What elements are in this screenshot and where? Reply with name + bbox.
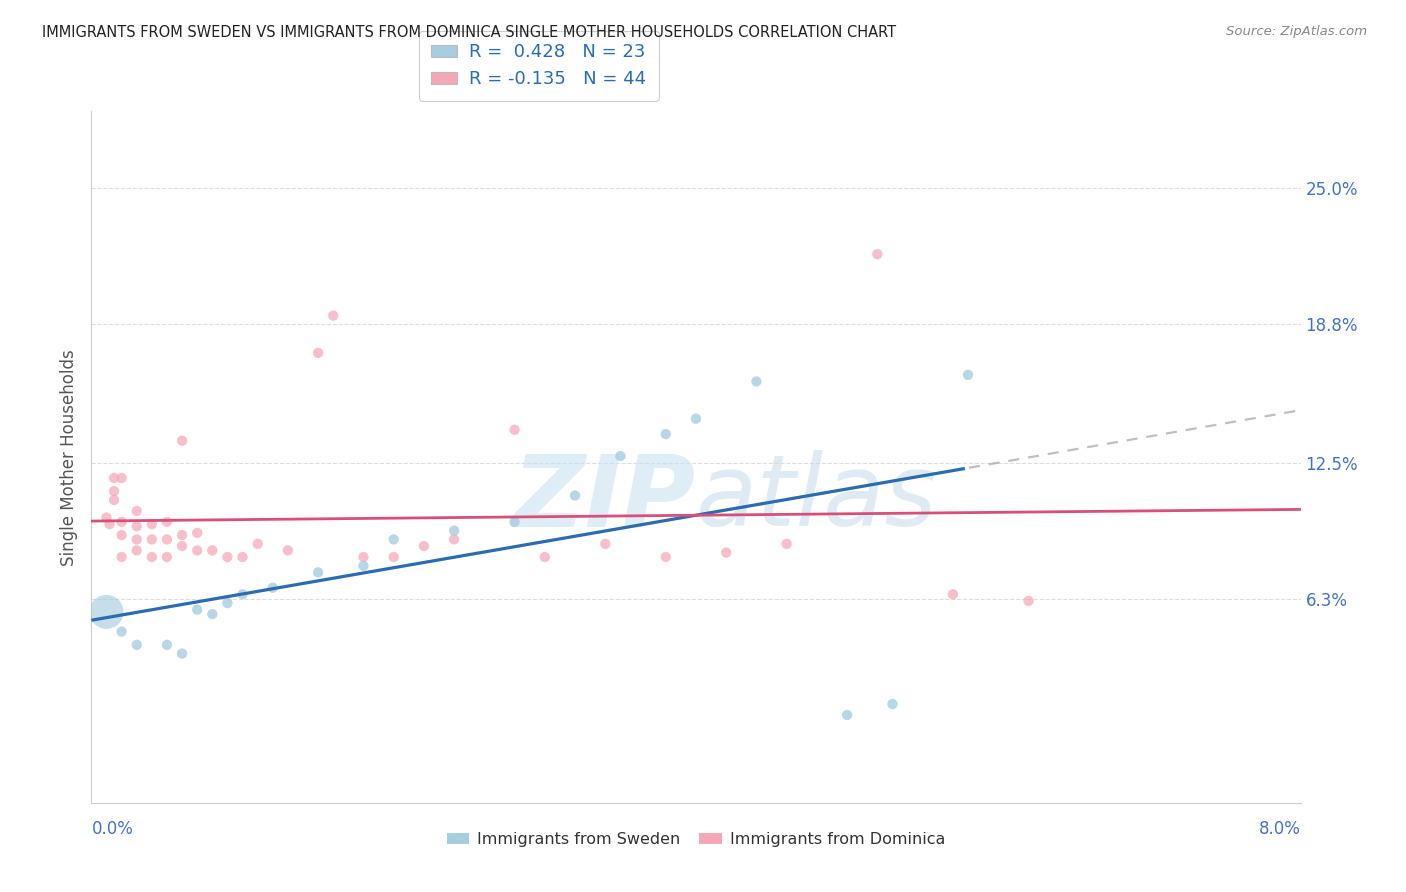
Point xyxy=(866,247,889,261)
Point xyxy=(533,549,555,564)
Point xyxy=(111,528,132,542)
Text: atlas: atlas xyxy=(696,450,938,547)
Y-axis label: Single Mother Households: Single Mother Households xyxy=(59,349,77,566)
Point xyxy=(172,539,194,553)
Point xyxy=(172,647,194,661)
Point xyxy=(98,517,121,532)
Point xyxy=(186,543,208,558)
Point xyxy=(503,423,526,437)
Point xyxy=(111,515,132,529)
Point xyxy=(103,471,125,485)
Point xyxy=(835,708,858,723)
Point xyxy=(654,427,676,442)
Point xyxy=(186,525,208,540)
Point xyxy=(201,607,224,621)
Point xyxy=(714,546,737,560)
Point xyxy=(125,533,148,547)
Point xyxy=(307,346,329,360)
Point xyxy=(186,602,208,616)
Point xyxy=(125,638,148,652)
Point xyxy=(111,549,132,564)
Point xyxy=(125,504,148,518)
Point xyxy=(246,537,269,551)
Point xyxy=(201,543,224,558)
Text: IMMIGRANTS FROM SWEDEN VS IMMIGRANTS FROM DOMINICA SINGLE MOTHER HOUSEHOLDS CORR: IMMIGRANTS FROM SWEDEN VS IMMIGRANTS FRO… xyxy=(42,25,896,40)
Point xyxy=(382,549,405,564)
Point xyxy=(942,587,965,601)
Point xyxy=(96,510,118,524)
Point xyxy=(111,471,132,485)
Point xyxy=(595,537,617,551)
Text: Source: ZipAtlas.com: Source: ZipAtlas.com xyxy=(1226,25,1367,38)
Point xyxy=(443,524,465,538)
Point xyxy=(156,638,179,652)
Point xyxy=(141,517,163,532)
Point xyxy=(413,539,436,553)
Point xyxy=(217,549,239,564)
Legend: Immigrants from Sweden, Immigrants from Dominica: Immigrants from Sweden, Immigrants from … xyxy=(440,826,952,854)
Point xyxy=(217,596,239,610)
Point xyxy=(882,697,904,711)
Point xyxy=(685,411,707,425)
Point xyxy=(352,549,374,564)
Point xyxy=(307,566,329,580)
Point xyxy=(156,549,179,564)
Point xyxy=(125,519,148,533)
Point xyxy=(956,368,979,382)
Point xyxy=(654,549,676,564)
Point xyxy=(503,515,526,529)
Point xyxy=(103,492,125,507)
Point xyxy=(564,489,586,503)
Text: ZIP: ZIP xyxy=(513,450,696,547)
Text: 8.0%: 8.0% xyxy=(1258,820,1301,838)
Point xyxy=(609,449,631,463)
Point xyxy=(322,309,344,323)
Point xyxy=(125,543,148,558)
Point xyxy=(156,515,179,529)
Text: 0.0%: 0.0% xyxy=(91,820,134,838)
Point xyxy=(103,484,125,499)
Point xyxy=(96,605,118,619)
Point xyxy=(277,543,299,558)
Point xyxy=(262,581,284,595)
Point xyxy=(745,375,768,389)
Point xyxy=(1018,594,1040,608)
Point xyxy=(111,624,132,639)
Point xyxy=(382,533,405,547)
Point xyxy=(443,533,465,547)
Point xyxy=(231,587,253,601)
Point xyxy=(172,528,194,542)
Point xyxy=(141,549,163,564)
Point xyxy=(141,533,163,547)
Point xyxy=(172,434,194,448)
Point xyxy=(776,537,799,551)
Point xyxy=(156,533,179,547)
Point xyxy=(352,558,374,573)
Point xyxy=(231,549,253,564)
